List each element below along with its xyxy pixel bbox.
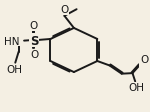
Text: OH: OH [128,83,144,93]
Text: O: O [30,50,38,60]
Text: S: S [30,34,39,47]
Text: OH: OH [7,65,23,75]
Text: O: O [30,21,38,31]
Text: O: O [60,5,69,15]
Text: O: O [141,55,149,64]
Text: HN: HN [4,36,19,46]
